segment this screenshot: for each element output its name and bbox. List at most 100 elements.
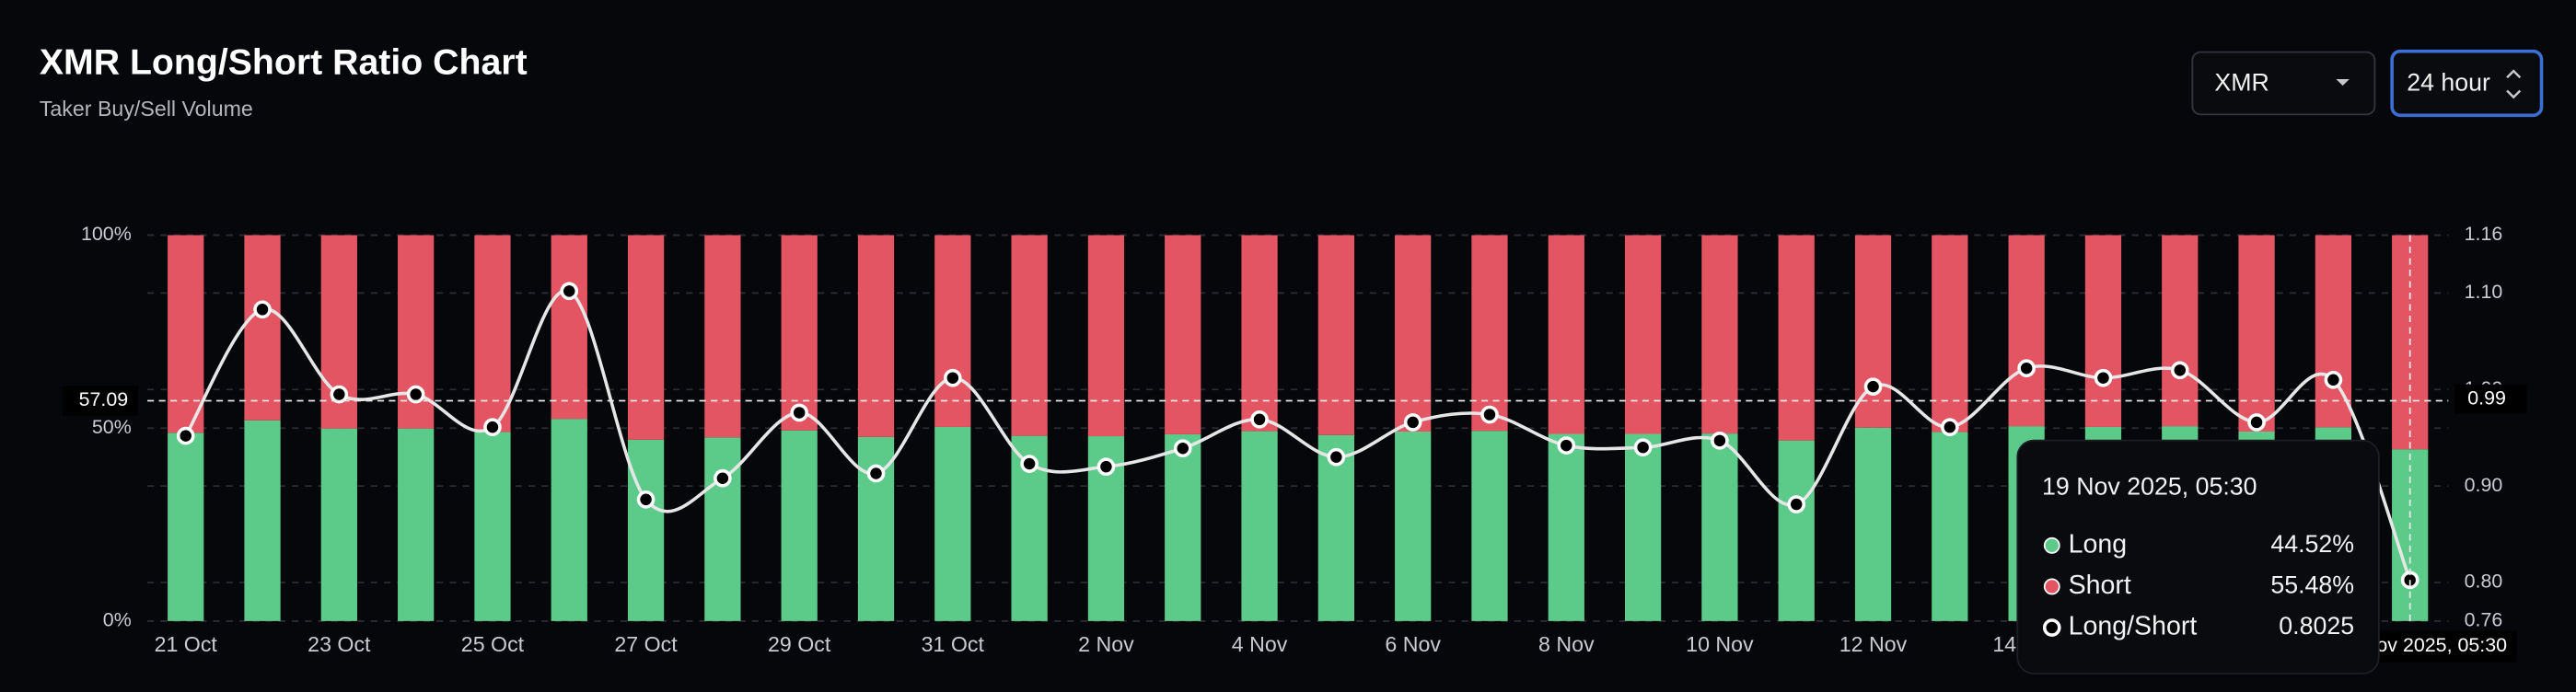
ratio-point xyxy=(1020,455,1039,473)
select-box[interactable] xyxy=(2390,49,2544,118)
x-tick-label: 4 Nov xyxy=(1232,632,1288,656)
x-tick-label: 23 Oct xyxy=(307,632,371,656)
bar-segment xyxy=(1932,432,1968,621)
bar-segment xyxy=(320,428,357,621)
x-tick-label: 25 Oct xyxy=(461,632,525,656)
x-tick-label: 29 Oct xyxy=(768,632,831,656)
ratio-point xyxy=(2324,370,2343,389)
y2-tick-label: 0.76 xyxy=(2465,609,2503,631)
bar-segment xyxy=(627,235,665,440)
bar-segment xyxy=(1624,235,1662,434)
bar-segment xyxy=(1241,235,1278,432)
ratio-point xyxy=(714,468,732,488)
bar-segment xyxy=(781,235,818,431)
bar-segment xyxy=(704,235,741,438)
ratio-point xyxy=(1327,447,1346,467)
ratio-point xyxy=(1633,438,1653,457)
bar-segment xyxy=(934,426,971,621)
ratio-point xyxy=(1250,409,1269,429)
ratio-point xyxy=(1787,495,1806,513)
ratio-point xyxy=(176,426,195,445)
bar-segment xyxy=(244,420,281,621)
ratio-point xyxy=(1480,405,1499,424)
bar-segment xyxy=(1087,235,1125,437)
bar-segment xyxy=(398,428,435,621)
bar-segment xyxy=(1778,440,1815,621)
ratio-point xyxy=(330,385,349,404)
bar-segment xyxy=(168,432,204,621)
select-box[interactable] xyxy=(2191,51,2376,116)
bar-segment xyxy=(1701,433,1738,621)
y-tick-label: 50% xyxy=(92,416,132,438)
ratio-point xyxy=(1863,377,1883,396)
tooltip-title: 19 Nov 2025, 05:30 xyxy=(2042,472,2257,500)
ratio-point xyxy=(866,464,886,483)
x-tick-label: 27 Oct xyxy=(614,632,678,656)
x-tick-label: 2 Nov xyxy=(1078,632,1134,656)
legend-marker xyxy=(2043,578,2060,595)
tooltip: 19 Nov 2025, 05:30 Long 44.52% Short 55.48% L… xyxy=(2016,439,2380,675)
bar-segment xyxy=(474,432,511,621)
crosshair-y-label: 57.09 xyxy=(79,388,129,410)
legend-marker xyxy=(2042,618,2061,637)
tooltip-box xyxy=(2016,439,2380,675)
ratio-point xyxy=(1557,436,1576,455)
x-tick-label: 10 Nov xyxy=(1686,632,1754,656)
y2-tick-label: 1.16 xyxy=(2465,223,2503,245)
interval-select[interactable]: 24 hour xyxy=(2390,49,2544,118)
ratio-point xyxy=(2017,359,2036,378)
x-tick-label: 21 Oct xyxy=(155,632,218,656)
legend-marker xyxy=(2043,536,2060,554)
bar-segment xyxy=(244,235,281,421)
bar-segment xyxy=(934,235,971,427)
y2-tick-label: 1.10 xyxy=(2465,281,2503,303)
ratio-point xyxy=(1711,432,1729,450)
bar-segment xyxy=(1854,427,1892,621)
bar-segment xyxy=(2084,235,2122,427)
ratio-point xyxy=(2170,361,2189,380)
bar-segment xyxy=(1778,235,1815,441)
caret-icon xyxy=(2336,79,2350,86)
bar-segment xyxy=(1165,235,1201,434)
bar-segment xyxy=(2162,235,2199,427)
ratio-point xyxy=(790,403,809,422)
bar-segment xyxy=(2008,235,2045,427)
select-value[interactable]: 24 hour xyxy=(2407,68,2490,96)
ratio-point xyxy=(483,418,502,436)
x-tick-label: 12 Nov xyxy=(1839,632,1908,656)
bar-segment xyxy=(1624,433,1662,621)
bar-segment xyxy=(704,437,741,621)
legend-label: Long/Short xyxy=(2069,612,2198,641)
legend-value: 0.8025 xyxy=(2279,612,2354,640)
ratio-point xyxy=(560,282,579,301)
bar-segment xyxy=(1471,235,1508,432)
bar-segment xyxy=(2238,235,2275,432)
bar-segment xyxy=(1165,433,1201,621)
legend-value: 55.48% xyxy=(2270,571,2354,598)
legend-label: Long xyxy=(2069,529,2128,559)
y2-tick-label: 0.80 xyxy=(2465,571,2503,593)
legend-label: Short xyxy=(2069,571,2131,600)
chart-title: XMR Long/Short Ratio Chart xyxy=(40,41,528,82)
bar-segment xyxy=(1241,431,1278,621)
bar-segment xyxy=(1548,235,1584,434)
bar-segment xyxy=(1395,235,1432,432)
select-value[interactable]: XMR xyxy=(2214,68,2269,96)
chart-subtitle: Taker Buy/Sell Volume xyxy=(40,97,253,121)
legend-value: 44.52% xyxy=(2270,530,2354,558)
symbol-select[interactable]: XMR xyxy=(2191,51,2376,116)
bar-segment xyxy=(1317,235,1354,435)
ratio-point xyxy=(636,490,656,509)
bar-segment xyxy=(1395,431,1432,621)
chevron-icon xyxy=(2506,69,2522,99)
x-tick-label: 8 Nov xyxy=(1538,632,1595,656)
crosshair-label-box xyxy=(62,386,138,416)
bar-segment xyxy=(627,439,665,621)
ratio-point xyxy=(1403,413,1422,432)
bar-segment xyxy=(551,419,587,621)
y2-tick-label: 0.90 xyxy=(2465,474,2503,496)
bar-segment xyxy=(1471,431,1508,621)
crosshair-label-box xyxy=(2454,384,2527,414)
ratio-point xyxy=(2247,413,2266,432)
